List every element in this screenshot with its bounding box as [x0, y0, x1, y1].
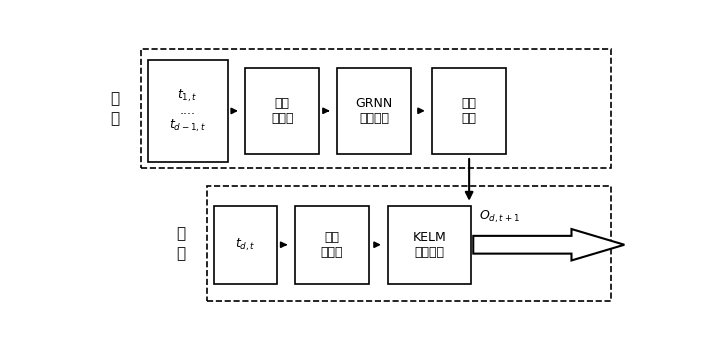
Text: 同源: 同源 — [275, 97, 290, 110]
Bar — [337, 68, 411, 154]
Text: 归一化: 归一化 — [320, 246, 343, 259]
Text: $t_{1,t}$: $t_{1,t}$ — [177, 88, 198, 104]
Bar — [388, 206, 471, 284]
Bar — [295, 206, 369, 284]
Bar — [245, 68, 319, 154]
Text: $t_{d,t}$: $t_{d,t}$ — [235, 236, 256, 253]
Text: ....: .... — [180, 104, 196, 118]
Text: 预测模型: 预测模型 — [414, 246, 445, 259]
Bar — [207, 186, 610, 301]
Text: 模型: 模型 — [462, 97, 476, 110]
Text: 预测模型: 预测模型 — [359, 112, 389, 125]
Text: $t_{d-1,t}$: $t_{d-1,t}$ — [169, 118, 206, 134]
Text: 归一化: 归一化 — [271, 112, 294, 125]
Text: GRNN: GRNN — [355, 97, 393, 110]
Bar — [432, 68, 506, 154]
Text: 预
测: 预 测 — [177, 226, 186, 261]
Text: $O_{d,t+1}$: $O_{d,t+1}$ — [479, 208, 520, 225]
Bar — [148, 60, 228, 162]
Text: 训
练: 训 练 — [111, 92, 120, 126]
Text: 同源: 同源 — [324, 231, 340, 244]
Text: 参数: 参数 — [462, 112, 476, 125]
Text: KELM: KELM — [413, 231, 446, 244]
Bar — [141, 49, 610, 168]
Bar — [214, 206, 277, 284]
Polygon shape — [474, 229, 625, 261]
